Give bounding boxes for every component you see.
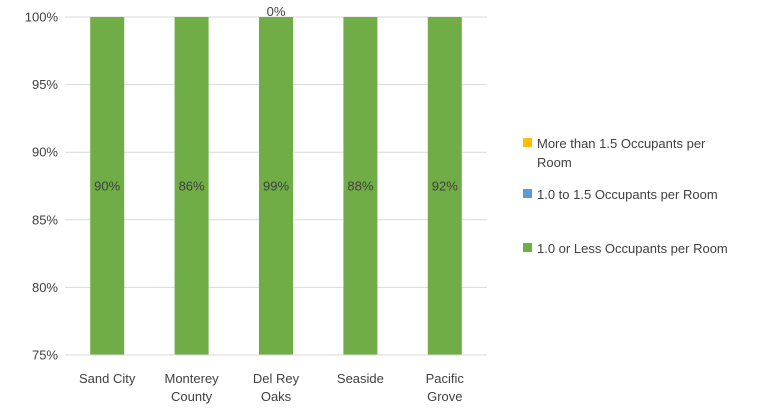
legend-label-line: More than 1.5 Occupants per — [537, 136, 706, 151]
data-label: 92% — [432, 179, 458, 194]
legend-label: 1.0 or Less Occupants per Room — [537, 241, 728, 256]
y-tick-label: 95% — [32, 77, 58, 92]
bar-segment — [259, 17, 293, 355]
legend-label: More than 1.5 Occupants per Room — [537, 136, 706, 170]
bar-segment — [427, 17, 462, 355]
data-label: 99% — [263, 179, 289, 194]
x-tick-label-line: Seaside — [337, 371, 384, 386]
legend-swatch — [523, 138, 532, 147]
x-tick-label: Seaside — [337, 371, 384, 386]
y-tick-label: 85% — [32, 212, 58, 227]
x-tick-label-line: Oaks — [261, 389, 292, 404]
y-tick-label: 90% — [32, 145, 58, 160]
bar-segment — [343, 17, 378, 355]
x-tick-label-line: Pacific — [426, 371, 465, 386]
x-tick-label: Pacific Grove — [426, 371, 465, 404]
x-tick-label-line: County — [171, 389, 213, 404]
x-tick-label-line: Del Rey — [253, 371, 300, 386]
data-label: 90% — [94, 179, 120, 194]
data-label: 86% — [179, 179, 205, 194]
y-tick-label: 80% — [32, 280, 58, 295]
x-tick-label: Sand City — [79, 371, 136, 386]
x-tick-label: Del Rey Oaks — [253, 371, 300, 404]
bar-segment — [90, 17, 125, 355]
legend-label-line: 1.0 or Less Occupants per Room — [537, 241, 728, 256]
x-tick-label-line: Monterey — [164, 371, 219, 386]
x-tick-label: Monterey County — [164, 371, 219, 404]
legend-label-line: 1.0 to 1.5 Occupants per Room — [537, 187, 718, 202]
legend-swatch — [523, 243, 532, 252]
x-tick-label-line: Sand City — [79, 371, 136, 386]
legend-swatch — [523, 189, 532, 198]
bar-segment — [174, 17, 209, 355]
legend-label-line: Room — [537, 155, 572, 170]
y-tick-label: 75% — [32, 348, 58, 363]
data-label: 0% — [267, 4, 286, 19]
data-label: 88% — [347, 179, 373, 194]
y-tick-label: 100% — [25, 10, 59, 25]
legend-label: 1.0 to 1.5 Occupants per Room — [537, 187, 718, 202]
x-tick-label-line: Grove — [427, 389, 462, 404]
